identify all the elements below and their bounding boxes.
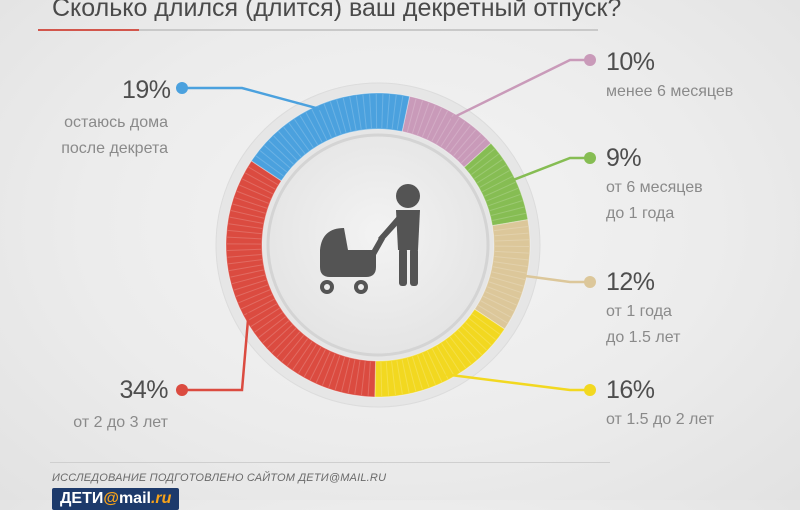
desc-6-12-months-line2: до 1 года <box>606 201 703 227</box>
footer-note: Исследование подготовлено сайтом дети@ma… <box>52 472 386 484</box>
desc-lt-6-months: менее 6 месяцев <box>606 79 733 105</box>
label-2-3-years: 34% <box>110 376 168 405</box>
desc-2-3-years: от 2 до 3 лет <box>20 410 168 436</box>
logo-at: @ <box>103 490 119 507</box>
logo-main: ДЕТИ <box>60 490 103 507</box>
footer-divider <box>50 462 610 463</box>
label-lt-6-months: 10% менее 6 месяцев <box>606 48 733 105</box>
pct-6-12-months: 9% <box>606 144 703 173</box>
desc-6-12-months-line1: от 6 месяцев <box>606 175 703 201</box>
desc-stay-home-line2: после декрета <box>20 136 168 162</box>
pct-lt-6-months: 10% <box>606 48 733 77</box>
pct-stay-home: 19% <box>122 76 168 105</box>
leader-dot-0 <box>584 54 596 66</box>
desc-1.5-2-years: от 1.5 до 2 лет <box>606 407 714 433</box>
pct-1-1.5-years: 12% <box>606 268 680 297</box>
leader-line-0 <box>451 60 590 119</box>
label-stay-home: 19% <box>122 76 168 105</box>
label-6-12-months: 9% от 6 месяцев до 1 года <box>606 144 703 227</box>
pct-1.5-2-years: 16% <box>606 376 714 405</box>
logo-mail: mail <box>119 490 151 507</box>
desc-2-3-years-line1: от 2 до 3 лет <box>20 410 168 436</box>
desc-stay-home: остаюсь дома после декрета <box>20 110 168 162</box>
leader-dot-5 <box>176 82 188 94</box>
label-1.5-2-years: 16% от 1.5 до 2 лет <box>606 376 714 433</box>
desc-stay-home-line1: остаюсь дома <box>20 110 168 136</box>
site-logo[interactable]: ДЕТИ@mail.ru <box>52 488 179 510</box>
label-1-1.5-years: 12% от 1 года до 1.5 лет <box>606 268 680 351</box>
leader-line-3 <box>446 374 590 390</box>
leader-dot-3 <box>584 384 596 396</box>
leader-dot-2 <box>584 276 596 288</box>
desc-1-1.5-years-line1: от 1 года <box>606 299 680 325</box>
leader-dot-1 <box>584 152 596 164</box>
logo-ru: .ru <box>151 490 171 507</box>
desc-1-1.5-years-line2: до 1.5 лет <box>606 325 680 351</box>
pct-2-3-years: 34% <box>110 376 168 405</box>
leader-dot-4 <box>176 384 188 396</box>
